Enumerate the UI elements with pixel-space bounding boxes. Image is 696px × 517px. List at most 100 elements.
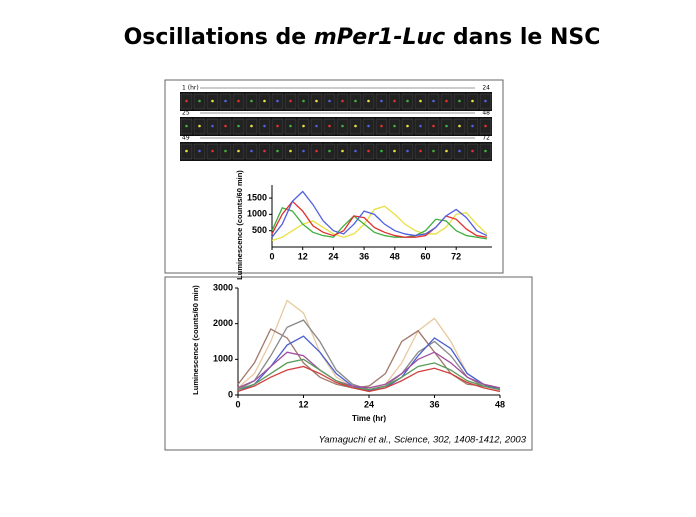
frame-dot xyxy=(185,99,188,103)
frame-dot xyxy=(432,149,435,153)
series-line xyxy=(237,351,501,389)
series-line xyxy=(237,358,501,391)
frame-dot xyxy=(237,149,240,153)
frame-dot xyxy=(458,124,461,128)
frame-dot xyxy=(289,124,292,128)
x-tick-label: 0 xyxy=(235,399,240,409)
image-strip xyxy=(180,142,492,161)
frame-dot xyxy=(354,124,357,128)
x-tick-label: 36 xyxy=(359,251,369,261)
x-tick-label: 48 xyxy=(390,251,400,261)
x-tick-label: 12 xyxy=(298,399,308,409)
frame-dot xyxy=(302,149,305,153)
frame-dot xyxy=(471,149,474,153)
frame-dot xyxy=(263,99,266,103)
x-tick-label: 24 xyxy=(364,399,374,409)
frame-dot xyxy=(224,149,227,153)
panel-bottom xyxy=(164,276,533,451)
x-tick-label: 48 xyxy=(495,399,505,409)
frame-dot xyxy=(458,149,461,153)
title-gene: mPer1-Luc xyxy=(314,25,445,50)
y-tick-label: 1500 xyxy=(247,192,267,202)
frame-dot xyxy=(315,149,318,153)
frame-dot xyxy=(250,124,253,128)
frame-dot xyxy=(224,99,227,103)
title-text: dans le NSC xyxy=(445,25,600,50)
frame-dot xyxy=(302,124,305,128)
frame-dot xyxy=(263,149,266,153)
strip-label: 1 (hr) xyxy=(182,85,199,92)
x-tick-label: 72 xyxy=(451,251,461,261)
series-line xyxy=(271,205,488,242)
frame-dot xyxy=(445,149,448,153)
frame-dot xyxy=(237,124,240,128)
frame-dot xyxy=(315,124,318,128)
frame-dot xyxy=(341,124,344,128)
y-tick-label: 2000 xyxy=(213,318,233,328)
frame-dot xyxy=(211,124,214,128)
frame-dot xyxy=(276,99,279,103)
frame-dot xyxy=(367,124,370,128)
frame-dot xyxy=(380,99,383,103)
x-tick-label: 60 xyxy=(420,251,430,261)
frame-dot xyxy=(211,149,214,153)
frame-dot xyxy=(328,149,331,153)
x-tick-label: 0 xyxy=(269,251,274,261)
frame-dot xyxy=(354,99,357,103)
y-tick-label: 0 xyxy=(228,389,233,399)
frame-dot xyxy=(380,124,383,128)
frame-dot xyxy=(198,99,201,103)
frame-dot xyxy=(302,99,305,103)
y-tick-label: 1000 xyxy=(213,354,233,364)
y-tick-label: 1000 xyxy=(247,209,267,219)
frame-dot xyxy=(237,99,240,103)
frame-dot xyxy=(198,149,201,153)
frame-dot xyxy=(380,149,383,153)
x-tick-label: 36 xyxy=(429,399,439,409)
frame-dot xyxy=(276,149,279,153)
series-line xyxy=(237,335,501,393)
series-line xyxy=(237,365,501,393)
y-axis-label: Luminescence (counts/60 min) xyxy=(191,285,200,395)
y-tick-label: 500 xyxy=(252,225,267,235)
frame-dot xyxy=(471,99,474,103)
frame-dot xyxy=(289,149,292,153)
frame-dot xyxy=(185,149,188,153)
title-text: Oscillations de xyxy=(124,25,314,50)
frame-dot xyxy=(393,149,396,153)
frame-dot xyxy=(393,124,396,128)
frame-dot xyxy=(341,149,344,153)
strip-label: 72 xyxy=(482,135,490,142)
frame-dot xyxy=(276,124,279,128)
frame-dot xyxy=(328,124,331,128)
series-line xyxy=(271,200,487,238)
slide-title: Oscillations de mPer1-Luc dans le NSC xyxy=(124,25,601,50)
frame-dot xyxy=(341,99,344,103)
frame-dot xyxy=(406,149,409,153)
frame-dot xyxy=(406,99,409,103)
frame-dot xyxy=(419,149,422,153)
frame-dot xyxy=(198,124,201,128)
y-tick-label: 3000 xyxy=(213,282,233,292)
frame-dot xyxy=(432,124,435,128)
y-axis-label: Luminescence (counts/60 min) xyxy=(235,170,244,280)
frame-dot xyxy=(484,124,487,128)
frame-dot xyxy=(458,99,461,103)
image-strip xyxy=(180,92,492,111)
citation: Yamaguchi et al., Science, 302, 1408-141… xyxy=(319,435,527,446)
frame-dot xyxy=(445,99,448,103)
panel-top xyxy=(164,79,504,274)
strip-label: 49 xyxy=(182,135,190,142)
frame-dot xyxy=(185,124,188,128)
frame-dot xyxy=(250,149,253,153)
image-strip xyxy=(180,117,492,136)
strip-label: 25 xyxy=(182,110,190,117)
frame-dot xyxy=(315,99,318,103)
frame-dot xyxy=(224,124,227,128)
frame-dot xyxy=(393,99,396,103)
frame-dot xyxy=(354,149,357,153)
frame-dot xyxy=(289,99,292,103)
strip-label: 24 xyxy=(482,85,490,92)
frame-dot xyxy=(263,124,266,128)
